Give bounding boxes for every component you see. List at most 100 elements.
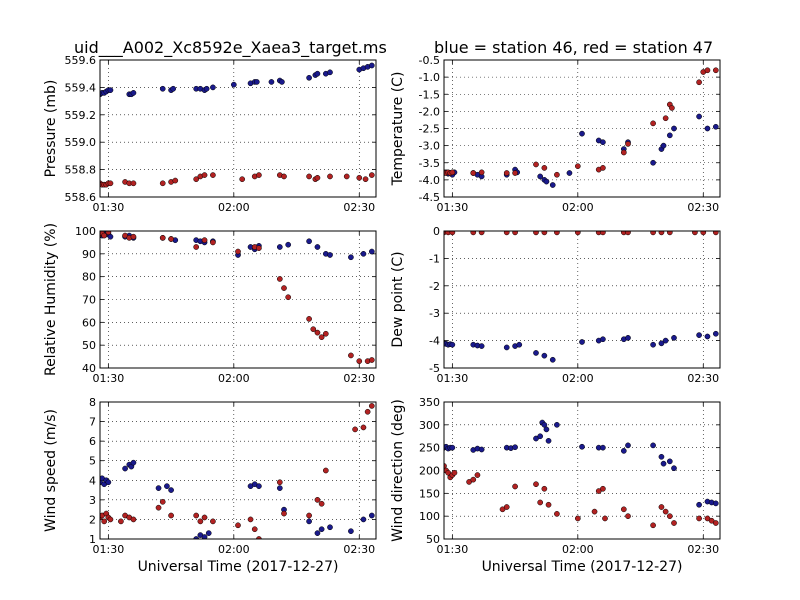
y-tick-label: -5	[429, 362, 440, 375]
y-tick-label: 559.6	[65, 54, 97, 67]
data-point-blue	[512, 444, 518, 451]
y-tick-label: -3	[429, 307, 440, 320]
data-point-blue	[658, 453, 665, 460]
x-axis-label: Universal Time (2017-12-27)	[138, 559, 339, 575]
panel-dewpoint: 01:30 02:00 02:30 -5 -4 -3 -2 -1 0 Dew point (C)	[390, 225, 721, 385]
data-point-red	[368, 357, 375, 363]
data-point-blue	[327, 69, 333, 76]
data-point-red	[625, 141, 631, 147]
axes-frame	[99, 59, 377, 198]
y-tick-label: 60	[82, 316, 96, 329]
points-winddir	[444, 419, 719, 529]
axes-frame	[99, 230, 377, 369]
y-tick-label: 70	[82, 294, 96, 307]
data-point-blue	[306, 74, 312, 81]
data-point-red	[620, 506, 627, 513]
x-tick-label: 01:30	[437, 201, 469, 214]
x-tick-label: 01:30	[93, 543, 125, 556]
data-point-blue	[170, 85, 177, 92]
data-point-red	[281, 285, 287, 291]
data-point-red	[256, 245, 262, 251]
data-point-blue	[579, 443, 585, 450]
y-tick-label: 40	[82, 362, 96, 375]
data-point-red	[478, 169, 485, 176]
data-point-red	[449, 231, 456, 236]
data-point-red	[541, 485, 548, 492]
x-tick-label: 01:30	[93, 372, 125, 385]
data-point-blue	[549, 182, 556, 188]
y-tick-label: 558.6	[65, 191, 97, 204]
data-point-blue	[348, 254, 354, 261]
data-point-red	[256, 536, 262, 539]
data-point-red	[356, 358, 363, 364]
x-tick-label: 02:30	[343, 543, 375, 556]
y-axis-label: Pressure (mb)	[43, 80, 59, 178]
panel-temperature: 01:30 02:00 02:30 -4.5 -4.0 -3.5 -3.0 -2.5 -2.0 -…	[390, 54, 721, 214]
data-point-blue	[164, 483, 170, 490]
x-tick-label: 02:00	[218, 201, 250, 214]
panel-humidity: 01:30 02:00 02:30 40 50 60 70 80 90 100 Relative H…	[43, 223, 377, 385]
y-tick-label: 7	[89, 416, 96, 429]
data-point-blue	[671, 125, 677, 132]
y-tick-label: 8	[89, 396, 96, 409]
data-point-blue	[671, 335, 677, 341]
data-point-red	[314, 329, 321, 336]
x-tick-label: 02:30	[687, 372, 719, 385]
data-point-blue	[696, 501, 702, 508]
data-point-red	[306, 173, 312, 180]
data-point-blue	[537, 433, 544, 440]
data-point-red	[276, 479, 283, 486]
data-point-blue	[210, 84, 216, 91]
data-point-blue	[107, 233, 114, 240]
axes-frame	[443, 230, 721, 369]
x-tick-label: 02:30	[687, 543, 719, 556]
y-tick-label: 200	[419, 465, 440, 478]
points-temperature	[444, 67, 719, 188]
data-point-blue	[168, 487, 174, 493]
y-tick-label: 4	[89, 474, 96, 487]
data-point-red	[256, 172, 262, 178]
points-dewpoint	[444, 231, 719, 363]
x-tick-label: 02:00	[562, 201, 594, 214]
data-point-red	[201, 172, 208, 178]
data-point-red	[591, 508, 598, 515]
data-point-blue	[268, 79, 275, 85]
y-axis-label: Temperature (C)	[390, 72, 406, 187]
data-point-blue	[671, 465, 677, 472]
axes-frame	[443, 401, 721, 540]
data-point-blue	[566, 170, 573, 176]
data-point-red	[155, 504, 162, 511]
data-point-red	[159, 180, 166, 187]
data-point-blue	[314, 244, 321, 250]
y-tick-label: 150	[419, 487, 440, 500]
data-point-blue	[203, 85, 210, 92]
data-point-red	[362, 176, 369, 183]
data-point-blue	[276, 485, 283, 491]
data-point-red	[533, 161, 539, 168]
data-point-blue	[650, 442, 656, 449]
data-point-red	[671, 520, 677, 526]
data-point-blue	[478, 343, 485, 349]
y-tick-label: -1.0	[419, 71, 440, 84]
x-tick-label: 01:30	[437, 372, 469, 385]
data-point-red	[193, 176, 200, 183]
y-tick-label: -4.0	[419, 174, 440, 187]
data-point-blue	[696, 332, 702, 338]
data-point-red	[474, 472, 481, 478]
axes-frame	[443, 59, 721, 198]
data-point-blue	[543, 426, 550, 433]
data-point-red	[537, 499, 544, 506]
data-point-red	[318, 334, 325, 341]
data-point-red	[235, 522, 241, 529]
data-point-blue	[285, 241, 292, 248]
data-point-blue	[193, 536, 200, 539]
data-point-blue	[368, 512, 375, 519]
data-point-blue	[666, 458, 673, 465]
data-point-blue	[579, 339, 585, 345]
data-point-blue	[541, 352, 548, 359]
data-point-red	[600, 231, 606, 236]
data-point-red	[470, 170, 477, 176]
data-point-blue	[600, 139, 606, 146]
points-windspeed	[100, 403, 375, 539]
data-point-blue	[318, 526, 325, 533]
